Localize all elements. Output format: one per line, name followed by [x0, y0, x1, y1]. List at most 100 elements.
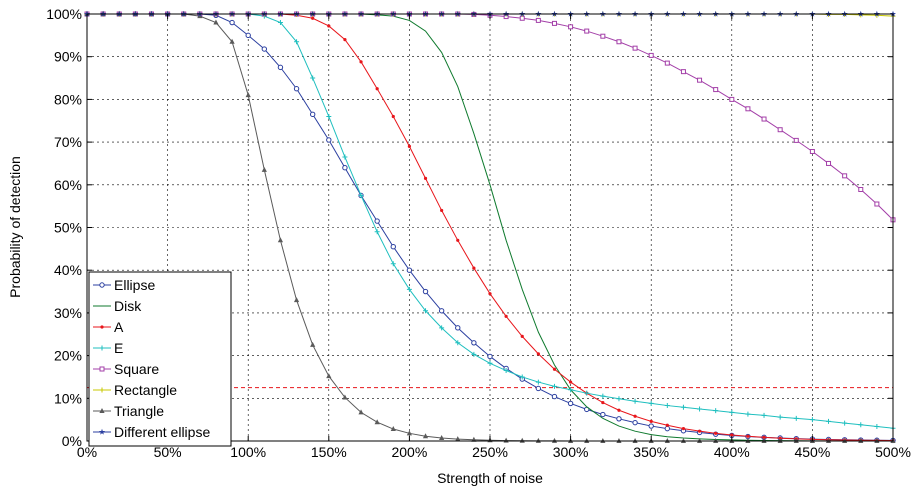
data-point: [600, 33, 606, 39]
data-point: [809, 417, 815, 423]
y-ticks: 0% 10% 20% 30% 40% 50% 60% 70% 80% 90% 100%: [46, 6, 893, 449]
data-point: [874, 423, 880, 429]
x-tick-label: 150%: [311, 444, 347, 460]
data-point: [777, 414, 783, 420]
data-point: [390, 244, 396, 250]
x-tick-label: 200%: [391, 444, 427, 460]
y-tick-label: 40%: [54, 262, 82, 278]
data-point: [390, 261, 396, 267]
data-point: [294, 39, 300, 45]
data-point: [600, 393, 606, 399]
legend-label: E: [114, 340, 123, 356]
data-point: [487, 353, 493, 360]
data-point: [793, 137, 799, 143]
data-point: [520, 334, 524, 338]
data-point: [858, 186, 864, 192]
data-point: [229, 38, 235, 44]
legend-label: Disk: [114, 298, 142, 314]
data-point: [456, 238, 460, 242]
data-point: [439, 435, 445, 441]
data-point: [422, 433, 429, 439]
data-point: [632, 398, 638, 404]
data-point: [293, 297, 300, 303]
data-point: [293, 86, 300, 92]
data-point: [761, 412, 767, 418]
x-tick-label: 300%: [553, 444, 589, 460]
x-axis-label: Strength of noise: [437, 470, 543, 486]
data-point: [245, 92, 251, 98]
data-point: [714, 431, 718, 435]
data-point: [261, 166, 267, 172]
data-point: [455, 436, 461, 442]
data-point: [359, 60, 363, 64]
legend-item: A: [93, 319, 124, 335]
data-point: [745, 411, 751, 417]
data-point: [713, 87, 719, 93]
legend-marker: [99, 366, 105, 372]
data-point: [648, 423, 654, 429]
data-point: [277, 20, 283, 26]
data-point: [874, 201, 880, 207]
data-point: [535, 17, 541, 23]
legend-marker: [100, 325, 104, 329]
data-point: [762, 435, 766, 439]
data-point: [439, 325, 445, 331]
legend-item: Rectangle: [93, 382, 177, 398]
x-tick-label: 500%: [875, 444, 911, 460]
data-point: [552, 367, 557, 371]
data-point: [632, 45, 638, 51]
data-point: [601, 400, 605, 405]
legend-box: [88, 271, 232, 447]
data-point: [358, 409, 364, 415]
x-tick-label: 0%: [77, 444, 97, 460]
data-point: [342, 394, 348, 400]
data-point: [487, 360, 493, 366]
x-tick-label: 350%: [633, 444, 669, 460]
data-point: [406, 267, 413, 273]
data-point: [648, 52, 654, 58]
data-point: [551, 437, 558, 443]
data-point: [374, 229, 380, 235]
data-point: [746, 434, 750, 438]
data-point: [358, 192, 364, 198]
x-tick-label: 50%: [154, 444, 182, 460]
data-point: [745, 106, 751, 112]
data-point: [343, 38, 347, 42]
data-point: [277, 237, 284, 243]
legend-item: E: [93, 340, 123, 356]
y-tick-label: 20%: [54, 348, 82, 364]
legend-label: Different ellipse: [114, 424, 210, 440]
legend-item: Triangle: [93, 403, 164, 419]
data-point: [568, 387, 574, 393]
data-point: [504, 314, 508, 318]
data-point: [680, 69, 686, 75]
data-point: [616, 416, 622, 422]
data-point: [438, 308, 445, 314]
data-point: [664, 60, 670, 66]
data-point: [277, 64, 284, 71]
legend: Ellipse Disk AE Square Rectangle Triangle Diff…: [88, 271, 232, 447]
data-point: [858, 422, 864, 428]
data-point: [261, 46, 268, 52]
legend-label: Square: [114, 361, 159, 377]
data-point: [407, 144, 411, 148]
y-tick-label: 30%: [54, 305, 82, 321]
x-tick-label: 400%: [714, 444, 750, 460]
legend-marker: [98, 428, 106, 435]
legend-item: Different ellipse: [93, 424, 210, 440]
grid: [87, 14, 893, 441]
data-point: [503, 368, 509, 374]
legend-marker: [99, 408, 105, 413]
data-point: [568, 24, 574, 30]
data-point: [617, 408, 621, 412]
legend-marker: [99, 387, 105, 393]
legend-marker: [99, 282, 105, 288]
data-point: [455, 340, 461, 346]
data-point: [519, 15, 525, 21]
data-point: [440, 208, 444, 213]
data-point: [310, 341, 316, 347]
data-point: [197, 13, 203, 19]
legend-marker: [99, 345, 105, 351]
legend-item: Disk: [93, 298, 142, 314]
data-point: [406, 286, 412, 292]
